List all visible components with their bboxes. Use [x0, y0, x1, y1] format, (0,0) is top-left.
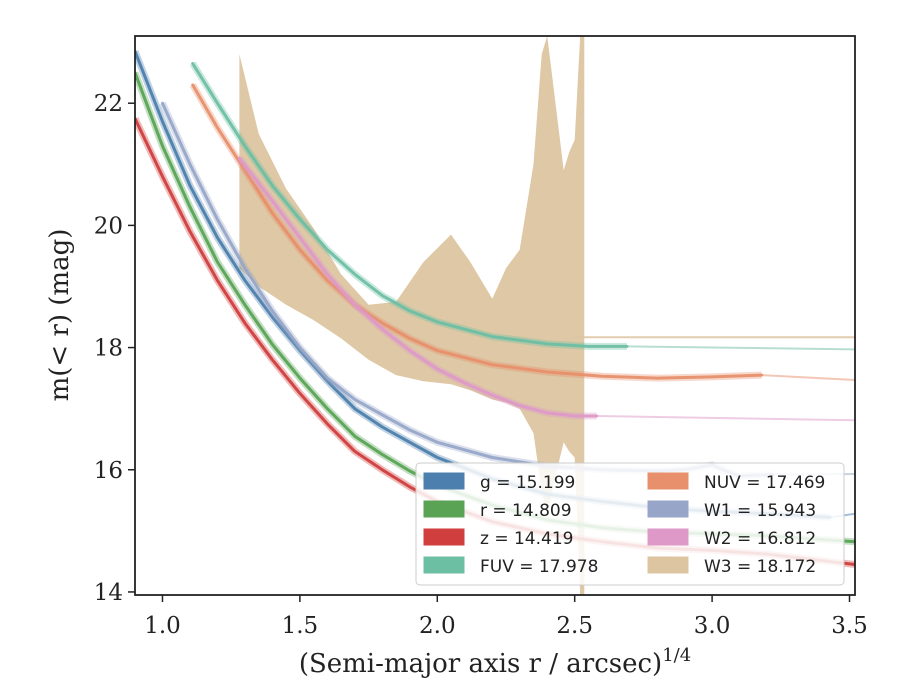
x-tick-label: 2.0 — [419, 613, 456, 639]
x-tick-label: 1.5 — [282, 613, 319, 639]
legend-label-g: g = 15.199 — [480, 473, 575, 493]
legend-box — [415, 462, 845, 586]
y-tick-label: 18 — [94, 336, 123, 362]
model-fuv — [626, 345, 855, 351]
legend-label-z: z = 14.419 — [480, 529, 573, 549]
model-w2 — [596, 414, 855, 422]
x-axis: 1.0 1.5 2.0 2.5 3.0 3.5 — [144, 595, 868, 639]
legend-swatch-w2 — [647, 528, 689, 546]
legend-swatch-g — [423, 472, 465, 490]
legend-label-fuv: FUV = 17.978 — [480, 557, 598, 577]
legend-swatch-nuv — [647, 472, 689, 490]
legend-swatch-z — [423, 528, 465, 546]
legend-label-nuv: NUV = 17.469 — [704, 473, 825, 493]
y-tick-label: 22 — [94, 91, 123, 117]
legend-label-r: r = 14.809 — [480, 501, 572, 521]
band-w3 — [239, 36, 585, 595]
model-nuv — [761, 374, 855, 381]
legend-swatch-fuv — [423, 556, 465, 574]
legend-swatch-w3 — [647, 556, 689, 574]
legend-swatch-r — [423, 500, 465, 518]
y-tick-label: 14 — [94, 580, 123, 606]
y-axis: 14 16 18 20 22 — [94, 91, 135, 606]
x-tick-label: 1.0 — [144, 613, 181, 639]
curve-fuv — [191, 62, 629, 348]
legend-label-w2: W2 = 16.812 — [704, 529, 816, 549]
x-tick-label: 2.5 — [556, 613, 593, 639]
x-axis-label: (Semi-major axis r / arcsec)1/4 — [299, 645, 691, 679]
y-tick-label: 16 — [94, 458, 123, 484]
legend-swatch-w1 — [647, 500, 689, 518]
curve-nuv — [191, 83, 764, 380]
legend-label-w3: W3 = 18.172 — [704, 557, 816, 577]
x-tick-label: 3.0 — [694, 613, 731, 639]
curve-w2 — [237, 156, 599, 418]
y-tick-label: 20 — [94, 213, 123, 239]
y-axis-label: m(< r) (mag) — [45, 229, 75, 402]
x-tick-label: 3.5 — [831, 613, 868, 639]
legend: g = 15.199 r = 14.809 z = 14.419 FUV = 17.9… — [415, 462, 845, 586]
legend-label-w1: W1 = 15.943 — [704, 501, 816, 521]
plot-frame — [134, 35, 856, 596]
